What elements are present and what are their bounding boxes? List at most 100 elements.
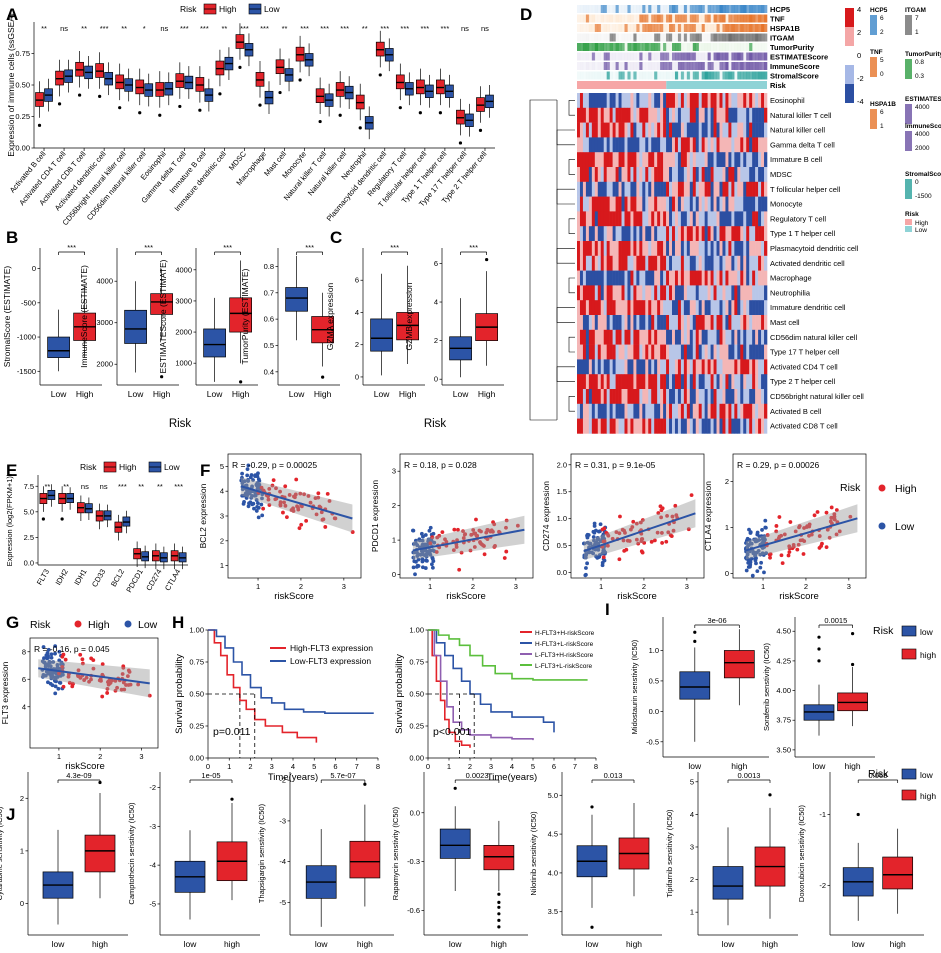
panel-c-1-high-box [396, 312, 419, 341]
panel-d-cell [615, 241, 619, 257]
panel-d-annotation-cell [734, 52, 738, 61]
panel-d-cell [692, 329, 697, 345]
panel-d-annotation-cell [707, 52, 711, 61]
panel-d-cell [737, 181, 741, 197]
panel-e-sig: ** [63, 482, 69, 491]
panel-d-cell [585, 270, 590, 286]
panel-d-cell [701, 152, 705, 168]
panel-d-cell [707, 403, 711, 419]
panel-d-cell [642, 389, 646, 405]
panel-label-e: E [6, 461, 17, 480]
panel-d-cell [716, 167, 720, 183]
panel-d-cell [612, 374, 616, 390]
panel-d-legend-title: ESTIMATEScore [905, 96, 941, 103]
panel-d-annotation-cell [722, 24, 726, 32]
panel-j-1-y-tick-label: 1 [20, 846, 24, 855]
panel-d-cell [603, 152, 607, 168]
panel-d-cell [582, 93, 587, 109]
panel-d-cell [737, 93, 741, 109]
panel-d-annotation-cell [686, 52, 691, 61]
panel-h-1-x-tick-label: 7 [355, 762, 359, 771]
panel-f-3-point [595, 555, 600, 560]
panel-e-legend-title: Risk [80, 462, 97, 472]
panel-d-annotation-cell [716, 43, 720, 51]
panel-h-2-y-tick-label: 0.75 [409, 658, 424, 667]
panel-d-cell [752, 107, 756, 123]
panel-h-2-x-tick-label: 6 [552, 762, 556, 771]
panel-d-annotation-cell [636, 33, 640, 42]
panel-d-annotation-cell [618, 52, 622, 61]
panel-d-scale-swatch [845, 27, 854, 46]
panel-d-cell [695, 226, 700, 242]
panel-d-row-label: Neutrophilia [770, 288, 811, 297]
panel-d-cell [597, 418, 602, 434]
panel-g-point [115, 685, 119, 690]
panel-d-cell [707, 241, 711, 257]
panel-d-cell [577, 107, 581, 123]
panel-d-cell [746, 374, 750, 390]
panel-f-1-point [256, 515, 261, 520]
panel-d-annotation-cell [585, 62, 590, 70]
panel-d-cell [588, 270, 593, 286]
panel-a-y-tick-label: 0.25 [15, 112, 30, 121]
panel-d-cell [645, 93, 649, 109]
panel-f-3-point [614, 530, 619, 535]
panel-d-cell [645, 418, 649, 434]
panel-d-cell [630, 167, 634, 183]
panel-d-cell [657, 211, 661, 227]
panel-d-annotation-cell [698, 52, 702, 61]
panel-d-cell [669, 270, 673, 286]
panel-d-cell [627, 270, 631, 286]
panel-f-2-point [473, 531, 478, 536]
panel-d-cell [654, 152, 658, 168]
panel-d-cell [761, 226, 765, 242]
panel-d-cell [588, 344, 593, 360]
panel-d-cell [627, 255, 631, 271]
panel-d-legend-tick: 7 [915, 15, 919, 22]
panel-d-cell [734, 389, 738, 405]
panel-d-cell [654, 374, 658, 390]
panel-d-cell [597, 196, 602, 212]
panel-d-cell [663, 241, 667, 257]
panel-d-cell [651, 226, 655, 242]
panel-d-cell [577, 241, 581, 257]
panel-d-annotation-cell [740, 24, 744, 32]
panel-d-cell [707, 255, 711, 271]
panel-d-annotation-cell [588, 52, 593, 61]
panel-d-cell [648, 255, 652, 271]
panel-g-x-tick-label: 1 [57, 752, 61, 761]
panel-d-cell [594, 226, 599, 242]
panel-h-1-x-tick-label: 0 [206, 762, 210, 771]
panel-d-annotation-cell [648, 5, 652, 13]
panel-d-cell [630, 344, 634, 360]
panel-d-cell [710, 241, 714, 257]
panel-d-annotation-cell [683, 71, 688, 80]
panel-d-cell [648, 93, 652, 109]
panel-d-cell [752, 389, 756, 405]
panel-d-cell [642, 374, 646, 390]
panel-d-cell [701, 122, 705, 138]
panel-d-cell [657, 152, 661, 168]
panel-d-scale-swatch [845, 65, 854, 84]
panel-d-cell [680, 241, 685, 257]
panel-d-cell [591, 403, 596, 419]
panel-f-1-point [250, 502, 255, 507]
panel-d-cell [755, 374, 759, 390]
panel-h-1-x-tick-label: 8 [376, 762, 380, 771]
panel-d-cell [677, 329, 682, 345]
panel-a-high-outlier [418, 111, 422, 115]
panel-d-cell [761, 403, 765, 419]
panel-d-cell [669, 167, 673, 183]
panel-c-2-y-tick-label: 4 [434, 298, 438, 307]
panel-d-cell [585, 300, 590, 316]
panel-d-cell [734, 329, 738, 345]
panel-d-cell [579, 403, 584, 419]
panel-d-cell [740, 270, 744, 286]
panel-d-annotation-cell [680, 71, 685, 80]
panel-d-cell [585, 152, 590, 168]
panel-d-cell [612, 389, 616, 405]
panel-b-4-y-tick-label: 0.5 [264, 341, 274, 350]
panel-d-cell [737, 152, 741, 168]
panel-d-cell [600, 389, 605, 405]
panel-d-cell [677, 374, 682, 390]
